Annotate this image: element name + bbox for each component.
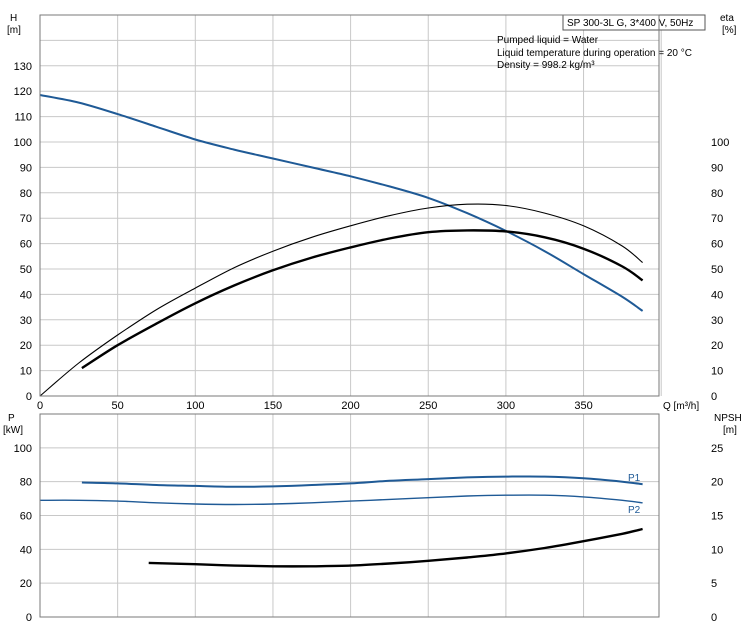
x-axis-label: Q [m³/h] bbox=[663, 401, 699, 412]
bottom-left-tick-label: 60 bbox=[20, 511, 32, 523]
top-right-tick-label: 50 bbox=[711, 264, 723, 276]
tick-labels: 0 50 100 150 200 250 300 3500102030405060708090… bbox=[14, 61, 730, 624]
info-pumped-liquid: Pumped liquid = Water bbox=[497, 35, 599, 46]
top-left-tick-label: 70 bbox=[20, 213, 32, 225]
top-right-tick-label: 10 bbox=[711, 366, 723, 378]
x-tick-label: 100 bbox=[186, 400, 204, 412]
top-left-tick-label: 110 bbox=[14, 112, 32, 124]
bottom-left-tick-label: 80 bbox=[20, 477, 32, 489]
top-right-tick-label: 80 bbox=[711, 188, 723, 200]
x-tick-label: 50 bbox=[112, 400, 124, 412]
top-right-axis-label-line1: eta bbox=[720, 13, 734, 24]
series-label-p1: P1 bbox=[628, 473, 641, 484]
bottom-right-tick-label: 15 bbox=[711, 511, 723, 523]
top-right-tick-label: 40 bbox=[711, 289, 723, 301]
bottom-left-tick-label: 100 bbox=[14, 443, 32, 455]
series-label-p2: P2 bbox=[628, 505, 641, 516]
top-left-tick-label: 80 bbox=[20, 188, 32, 200]
top-right-tick-label: 20 bbox=[711, 340, 723, 352]
curve-p1 bbox=[81, 475, 643, 488]
top-panel-curves bbox=[39, 94, 644, 397]
top-left-tick-label: 90 bbox=[20, 162, 32, 174]
top-panel-frame bbox=[39, 14, 660, 397]
x-tick-label: 200 bbox=[341, 400, 359, 412]
top-left-tick-label: 100 bbox=[14, 137, 32, 149]
curve-eta_thick bbox=[81, 229, 644, 370]
top-right-tick-label: 100 bbox=[711, 137, 729, 149]
bottom-right-tick-label: 20 bbox=[711, 477, 723, 489]
top-left-tick-label: 130 bbox=[14, 61, 32, 73]
top-left-axis-label-line2: [m] bbox=[7, 25, 21, 36]
top-right-tick-label: 90 bbox=[711, 162, 723, 174]
bottom-panel-frame bbox=[39, 413, 660, 618]
x-tick-label: 250 bbox=[419, 400, 437, 412]
bottom-right-axis-label-line1: NPSH bbox=[714, 413, 742, 424]
top-right-tick-label: 0 bbox=[711, 391, 717, 403]
bottom-right-tick-label: 25 bbox=[711, 443, 723, 455]
top-left-tick-label: 0 bbox=[26, 391, 32, 403]
bottom-left-axis-label-line1: P bbox=[8, 413, 15, 424]
top-right-tick-label: 30 bbox=[711, 315, 723, 327]
top-left-tick-label: 20 bbox=[20, 340, 32, 352]
top-right-axis-label-line2: [%] bbox=[722, 25, 737, 36]
x-tick-label: 0 bbox=[37, 400, 43, 412]
bottom-left-axis-label-line2: [kW] bbox=[3, 425, 23, 436]
info-density: Density = 998.2 kg/m³ bbox=[497, 60, 595, 71]
bottom-right-axis-label-line2: [m] bbox=[723, 425, 737, 436]
x-tick-label: 350 bbox=[574, 400, 592, 412]
curve-npsh bbox=[148, 527, 643, 568]
top-left-tick-label: 120 bbox=[14, 86, 32, 98]
bottom-panel-curves bbox=[39, 475, 643, 568]
bottom-right-tick-label: 10 bbox=[711, 544, 723, 556]
top-right-tick-label: 70 bbox=[711, 213, 723, 225]
top-panel-grid bbox=[39, 15, 662, 397]
top-left-tick-label: 50 bbox=[20, 264, 32, 276]
info-liquid-temperature: Liquid temperature during operation = 20… bbox=[497, 48, 692, 59]
bottom-left-tick-label: 20 bbox=[20, 578, 32, 590]
x-tick-label: 300 bbox=[497, 400, 515, 412]
curve-p2 bbox=[39, 494, 643, 506]
top-left-tick-label: 60 bbox=[20, 239, 32, 251]
bottom-left-tick-label: 0 bbox=[26, 612, 32, 624]
curve-eta_thin bbox=[39, 203, 643, 397]
bottom-panel-grid bbox=[39, 414, 659, 618]
top-left-tick-label: 40 bbox=[20, 289, 32, 301]
top-right-tick-label: 60 bbox=[711, 239, 723, 251]
bottom-left-tick-label: 40 bbox=[20, 544, 32, 556]
top-left-axis-label-line1: H bbox=[10, 13, 17, 24]
bottom-right-tick-label: 5 bbox=[711, 578, 717, 590]
curve-head bbox=[39, 94, 644, 312]
x-tick-label: 150 bbox=[264, 400, 282, 412]
top-left-tick-label: 30 bbox=[20, 315, 32, 327]
top-left-tick-label: 10 bbox=[20, 366, 32, 378]
bottom-right-tick-label: 0 bbox=[711, 612, 717, 624]
chart-title: SP 300-3L G, 3*400 V, 50Hz bbox=[567, 18, 693, 29]
